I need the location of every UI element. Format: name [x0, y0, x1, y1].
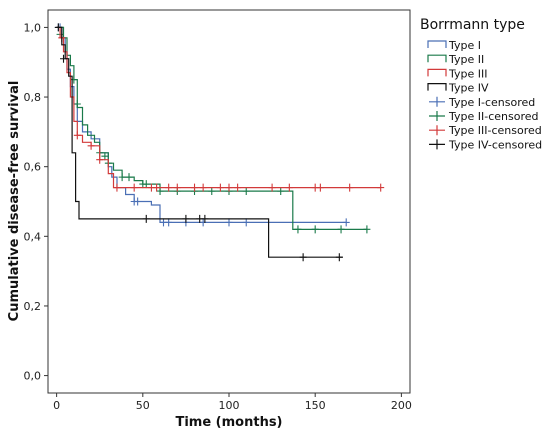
- censor-mark-type-iv: [299, 253, 307, 262]
- censor-mark-type-ii: [73, 100, 81, 109]
- censor-mark-type-iii: [73, 131, 81, 140]
- legend-line-swatch: [427, 54, 447, 63]
- legend-label: Type II-censored: [448, 110, 539, 123]
- censor-mark-type-iii: [113, 183, 121, 192]
- y-tick-label: 1,0: [24, 21, 42, 34]
- censor-mark-type-iv: [60, 54, 68, 63]
- legend-line-swatch: [427, 83, 447, 91]
- censor-mark-type-ii: [363, 225, 371, 234]
- y-tick-label: 0,2: [24, 300, 42, 313]
- x-tick-label: 50: [136, 399, 150, 412]
- censor-mark-type-iii: [377, 183, 385, 192]
- censor-mark-type-ii: [142, 180, 150, 189]
- censor-mark-type-iv: [142, 214, 150, 223]
- censor-mark-type-i: [242, 218, 250, 227]
- legend-title: Borrmann type: [420, 17, 525, 33]
- censor-mark-type-iii: [346, 183, 354, 192]
- censor-mark-type-ii: [277, 187, 285, 196]
- x-tick-label: 150: [305, 399, 326, 412]
- censor-mark-type-iii: [130, 183, 138, 192]
- legend-line-swatch: [427, 68, 447, 77]
- x-tick-label: 100: [219, 399, 240, 412]
- legend-line-swatch: [427, 40, 447, 48]
- plot-area: [47, 9, 411, 394]
- censor-mark-type-iii: [153, 183, 161, 192]
- censor-mark-type-iii: [216, 183, 224, 192]
- x-tick-label: 0: [53, 399, 60, 412]
- censor-mark-type-ii: [101, 152, 109, 161]
- censor-mark-type-iii: [165, 183, 173, 192]
- legend-label: Type III-censored: [448, 124, 542, 137]
- legend-label: Type IV-censored: [448, 138, 542, 151]
- legend-label: Type II: [448, 53, 484, 66]
- censor-mark-type-ii: [125, 173, 133, 182]
- y-tick-label: 0,4: [24, 230, 42, 243]
- y-tick-label: 0,0: [24, 370, 42, 383]
- y-axis-title: Cumulative disease-free survival: [7, 81, 22, 322]
- censor-mark-type-iv: [201, 214, 209, 223]
- legend-censor-swatch: [429, 111, 445, 121]
- x-tick-label: 200: [391, 399, 412, 412]
- censor-mark-type-iii: [225, 183, 233, 192]
- censor-mark-type-iii: [96, 155, 104, 164]
- censor-mark-type-i: [165, 218, 173, 227]
- legend-label: Type I-censored: [448, 96, 535, 109]
- censor-mark-type-iv: [335, 253, 343, 262]
- legend-label: Type III: [448, 67, 488, 80]
- censor-mark-type-ii: [311, 225, 319, 234]
- censor-mark-type-iii: [199, 183, 207, 192]
- legend-censor-swatch: [429, 139, 445, 150]
- censor-mark-type-ii: [118, 173, 126, 182]
- censor-mark-type-iii: [234, 183, 242, 192]
- censor-mark-type-ii: [294, 225, 302, 234]
- censor-mark-type-ii: [337, 225, 345, 234]
- x-axis-title: Time (months): [175, 415, 282, 430]
- censor-mark-type-i: [225, 218, 233, 227]
- censor-mark-type-ii: [208, 187, 216, 196]
- censor-mark-type-iii: [316, 183, 324, 192]
- censor-mark-type-ii: [242, 187, 250, 196]
- series-line-type-iii: [56, 26, 381, 189]
- censor-mark-type-iv: [182, 214, 190, 223]
- censor-mark-type-iii: [285, 183, 293, 192]
- y-tick-label: 0,6: [24, 161, 42, 174]
- legend-label: Type I: [448, 39, 481, 52]
- y-tick-label: 0,8: [24, 91, 42, 104]
- censor-mark-type-iii: [268, 183, 276, 192]
- censor-mark-type-i: [199, 218, 207, 227]
- censor-mark-type-ii: [156, 187, 164, 196]
- censor-mark-type-iii: [191, 183, 199, 192]
- censor-mark-type-iii: [173, 183, 181, 192]
- censor-mark-type-iv: [54, 23, 62, 32]
- censor-mark-type-iii: [87, 141, 95, 150]
- legend-censor-swatch: [429, 96, 445, 107]
- censor-mark-type-i: [342, 218, 350, 227]
- series-line-type-iv: [56, 26, 343, 258]
- censor-mark-type-i: [134, 197, 142, 206]
- legend-censor-swatch: [429, 125, 445, 136]
- legend-label: Type IV: [448, 82, 489, 95]
